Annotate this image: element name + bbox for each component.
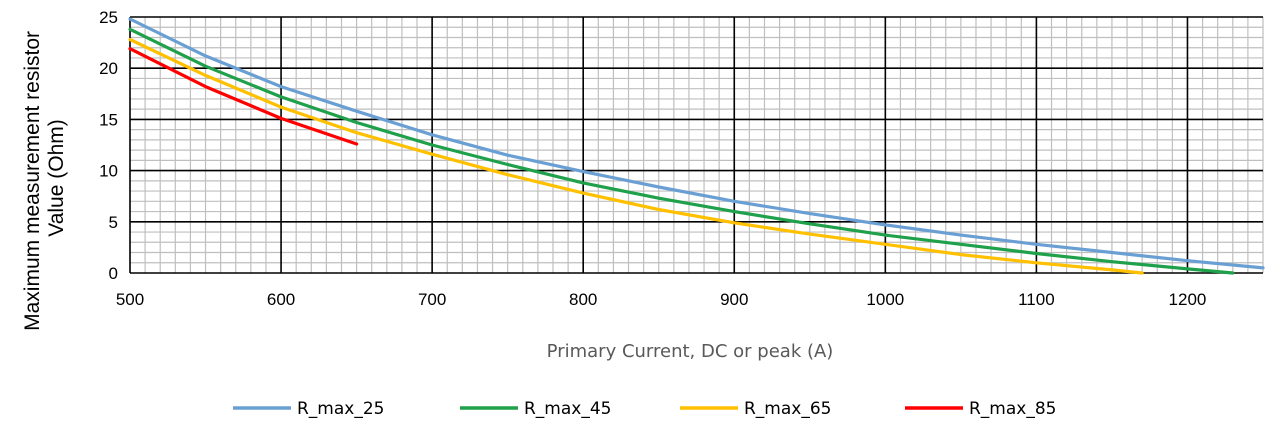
y-axis-label: Maximum measurement resistor Value (Ohm) bbox=[21, 25, 68, 331]
x-tick-label: 600 bbox=[267, 290, 295, 309]
x-axis-ticks: 500 600 700 800 900 1000 1100 1200 bbox=[116, 290, 1207, 309]
legend-item: R_max_25 bbox=[233, 399, 384, 419]
x-tick-label: 1100 bbox=[1018, 290, 1055, 309]
x-tick-label: 800 bbox=[569, 290, 597, 309]
y-tick-label: 5 bbox=[109, 213, 118, 232]
legend-item: R_max_65 bbox=[680, 399, 831, 419]
x-tick-label: 1000 bbox=[866, 290, 904, 309]
legend: R_max_25 R_max_45 R_max_65 R_max_85 bbox=[233, 399, 1056, 419]
legend-label: R_max_85 bbox=[969, 399, 1056, 419]
y-axis-label-line-2: Value (Ohm) bbox=[45, 119, 68, 236]
y-axis-ticks: 0 5 10 15 20 25 bbox=[99, 8, 118, 283]
x-tick-label: 700 bbox=[418, 290, 446, 309]
x-tick-label: 500 bbox=[116, 290, 144, 309]
minor-gridlines bbox=[130, 17, 1264, 273]
y-axis-label-line-1: Maximum measurement resistor bbox=[21, 31, 44, 331]
y-tick-label: 25 bbox=[99, 8, 118, 27]
legend-label: R_max_25 bbox=[297, 399, 384, 419]
legend-label: R_max_65 bbox=[744, 399, 831, 419]
x-tick-label: 1200 bbox=[1169, 290, 1207, 309]
y-tick-label: 15 bbox=[99, 110, 118, 129]
legend-item: R_max_85 bbox=[905, 399, 1056, 419]
legend-item: R_max_45 bbox=[460, 399, 611, 419]
x-axis-label: Primary Current, DC or peak (A) bbox=[547, 341, 834, 362]
x-tick-label: 900 bbox=[720, 290, 748, 309]
series-line-r-max-65 bbox=[128, 37, 1144, 275]
series-line-r-max-45 bbox=[128, 27, 1235, 275]
y-tick-label: 20 bbox=[99, 59, 118, 78]
series-line-r-max-25 bbox=[128, 17, 1265, 270]
legend-label: R_max_45 bbox=[524, 399, 611, 419]
series-lines bbox=[128, 17, 1265, 275]
major-gridlines bbox=[129, 16, 1263, 274]
series-line-r-max-85 bbox=[128, 47, 359, 146]
y-tick-label: 10 bbox=[99, 162, 118, 181]
y-tick-label: 0 bbox=[109, 264, 118, 283]
